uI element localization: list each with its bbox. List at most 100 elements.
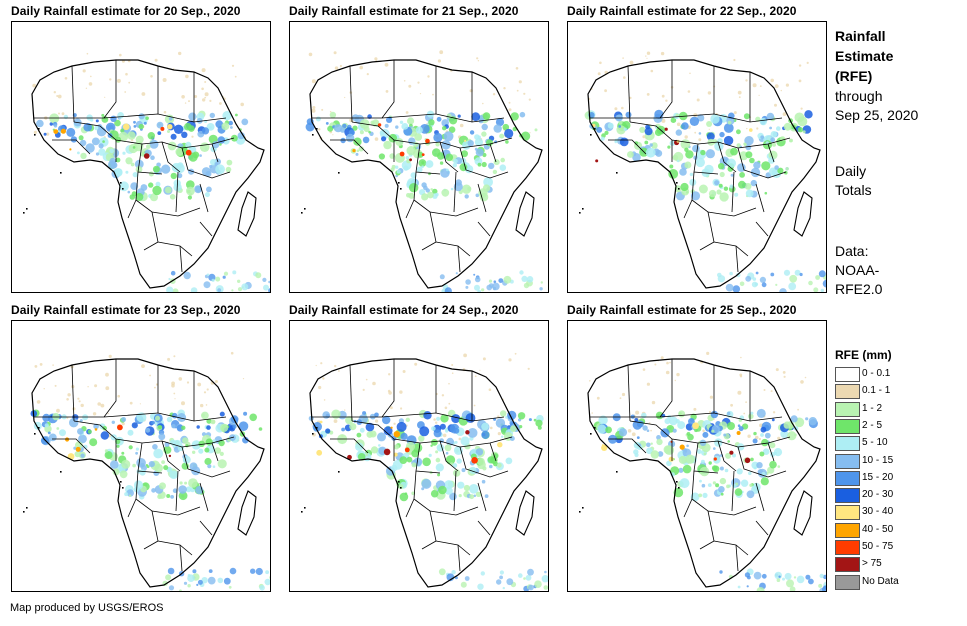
rain-patch [469, 130, 475, 135]
rain-patch [790, 415, 798, 423]
rain-patch [482, 466, 487, 471]
rain-patch [396, 169, 401, 174]
rain-patch [489, 464, 493, 469]
island [590, 433, 592, 435]
rain-patch [431, 439, 438, 446]
rain-patch [759, 451, 765, 457]
rain-patch [777, 167, 784, 174]
drizzle-patch [167, 357, 171, 361]
drizzle-patch [437, 59, 441, 63]
rain-patch [204, 447, 210, 453]
rain-patch [496, 462, 502, 468]
rain-patch [218, 439, 225, 447]
rain-patch [96, 127, 107, 137]
heavy-rain-core [117, 424, 123, 431]
drizzle-patch [240, 102, 244, 107]
country-border [199, 183, 209, 213]
country-border [349, 364, 353, 422]
rain-patch [744, 183, 752, 190]
rain-patch [186, 180, 195, 189]
country-border [755, 520, 769, 536]
rain-patch [219, 451, 224, 456]
rain-patch [441, 140, 451, 150]
rain-patch [124, 492, 129, 497]
drizzle-patch [58, 112, 60, 115]
rain-patch [109, 148, 114, 154]
legend-item: > 75 [835, 556, 955, 573]
drizzle-patch [320, 362, 323, 365]
ocean-rain-patch [822, 585, 826, 591]
drizzle-patch [737, 390, 742, 395]
drizzle-patch [651, 400, 656, 405]
ocean-rain-patch [789, 274, 798, 283]
ocean-rain-patch [187, 584, 191, 588]
island [301, 212, 303, 214]
country-border [73, 121, 235, 149]
rain-patch [436, 416, 441, 421]
rain-patch [135, 451, 138, 455]
rain-patch [401, 123, 409, 130]
ocean-rain-patch [729, 271, 733, 276]
rain-patch [152, 185, 162, 196]
ocean-rain-patch [263, 284, 269, 291]
ocean-rain-patch [465, 279, 471, 285]
rain-patch [161, 460, 166, 464]
rain-patch [672, 428, 677, 433]
rain-patch [131, 191, 137, 197]
drizzle-patch [621, 106, 624, 110]
rain-patch [805, 417, 809, 421]
drizzle-patch [61, 112, 65, 116]
island [594, 128, 596, 130]
rain-patch [797, 116, 808, 127]
drizzle-patch [173, 355, 176, 358]
rain-patch [534, 128, 538, 132]
drizzle-patch [173, 392, 176, 395]
drizzle-patch [774, 103, 777, 107]
africa-map-svg [290, 22, 548, 292]
drizzle-patch [67, 393, 71, 397]
rain-patch [427, 191, 434, 199]
drizzle-patch [417, 81, 420, 84]
rain-patch [86, 114, 93, 121]
drizzle-patch [129, 401, 133, 405]
ocean-background [290, 321, 548, 591]
rain-patch [784, 170, 788, 175]
drizzle-patch [402, 370, 406, 373]
island [38, 128, 40, 130]
rain-patch [481, 430, 490, 439]
country-border [181, 147, 231, 179]
ocean-rain-patch [183, 581, 188, 585]
drizzle-patch [308, 52, 313, 57]
rain-patch [459, 163, 468, 172]
rain-patch [158, 433, 166, 441]
legend-item: 30 - 40 [835, 504, 955, 521]
rain-patch [672, 154, 679, 161]
drizzle-patch [154, 58, 158, 62]
rain-patch [738, 426, 744, 432]
rainfall-map [11, 320, 271, 592]
legend-item: No Data [835, 574, 955, 591]
drizzle-patch [798, 79, 802, 83]
ocean-rain-patch [203, 281, 211, 289]
rain-patch [664, 445, 675, 455]
drizzle-patch [107, 412, 109, 415]
rain-patch [642, 425, 648, 431]
ocean-rain-patch [217, 288, 222, 292]
drizzle-patch [756, 127, 759, 130]
map-credit: Map produced by USGS/EROS [10, 602, 164, 614]
rain-patch [707, 483, 712, 487]
country-border [683, 498, 693, 518]
rain-patch [406, 193, 411, 198]
rain-patch [358, 146, 364, 152]
legend-swatch [835, 540, 860, 555]
ocean-rain-patch [521, 275, 528, 282]
rain-patch [132, 146, 136, 149]
rain-patch [414, 133, 423, 141]
rain-patch [452, 163, 457, 168]
country-border [52, 438, 91, 454]
ocean-rain-patch [541, 575, 548, 583]
ocean-rain-patch [789, 586, 796, 591]
rain-patch [400, 432, 408, 440]
rain-patch [702, 431, 709, 438]
map-panel-23-sep: Daily Rainfall estimate for 23 Sep., 202… [11, 302, 289, 592]
